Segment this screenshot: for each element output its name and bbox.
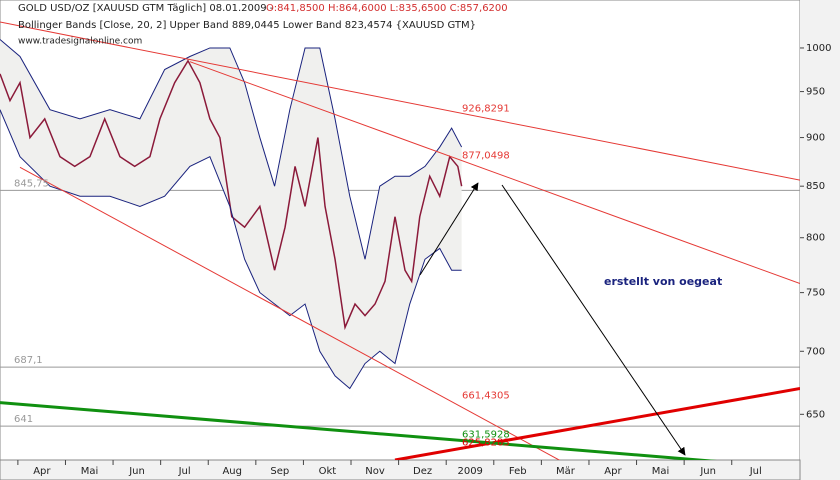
y-tick-label: 850	[806, 181, 825, 192]
x-tick-label: 2009	[457, 466, 482, 477]
x-tick-label: Apr	[33, 466, 51, 477]
y-axis-strip	[800, 0, 840, 480]
y-tick-label: 650	[806, 409, 825, 420]
series-line	[0, 39, 463, 260]
x-tick-label: Dez	[413, 466, 432, 477]
trendline	[394, 387, 800, 460]
x-tick-label: Aug	[222, 466, 242, 477]
x-tick-label: Jun	[128, 466, 145, 477]
trendline-label: 625,8283	[462, 438, 510, 449]
band-fill	[0, 39, 462, 389]
x-tick-label: Nov	[365, 466, 385, 477]
x-tick-label: Mai	[81, 466, 99, 477]
level-label: 687,1	[14, 355, 43, 366]
plot	[0, 21, 800, 460]
y-tick-label: 1000	[806, 43, 831, 54]
arrow	[501, 184, 686, 456]
trendline-label: 631,5928	[462, 430, 510, 441]
annotation: erstellt von oegeat	[604, 275, 722, 288]
x-tick-label: Okt	[319, 466, 337, 477]
trendline	[19, 166, 561, 460]
x-tick-label: Apr	[604, 466, 622, 477]
level-label: 641	[14, 414, 33, 425]
x-tick-label: Feb	[509, 466, 527, 477]
trendline	[189, 61, 800, 285]
x-tick-label: Sep	[270, 466, 289, 477]
x-tick-label: Mai	[652, 466, 670, 477]
y-tick-label: 700	[806, 346, 825, 357]
trendline-label: 926,8291	[462, 104, 510, 115]
x-tick-label: Jun	[699, 466, 716, 477]
trendline	[0, 21, 800, 181]
y-tick-label: 900	[806, 133, 825, 144]
x-tick-label: Jul	[749, 466, 762, 477]
x-tick-label: Jul	[178, 466, 191, 477]
level-label: 845,75	[14, 178, 49, 189]
header-symbol: GOLD USD/OZ [XAUUSD GTM Täglich] 08.01.2…	[18, 3, 274, 14]
y-tick-label: 750	[806, 288, 825, 299]
source: www.tradesignalonline.com	[18, 37, 142, 47]
header-ohlc: O:841,8500 H:864,6000 L:835,6500 C:857,6…	[266, 3, 508, 14]
trendline	[0, 401, 717, 460]
y-tick-label: 800	[806, 233, 825, 244]
header-indicator: Bollinger Bands [Close, 20, 2] Upper Ban…	[18, 20, 476, 31]
trendline-label: 661,4305	[462, 390, 510, 401]
x-tick-label: Mär	[556, 466, 576, 477]
y-tick-label: 950	[806, 87, 825, 98]
x-axis-strip	[0, 459, 801, 480]
series-line	[0, 59, 463, 331]
trendline-label: 877,0498	[462, 151, 510, 162]
arrow	[419, 182, 479, 276]
